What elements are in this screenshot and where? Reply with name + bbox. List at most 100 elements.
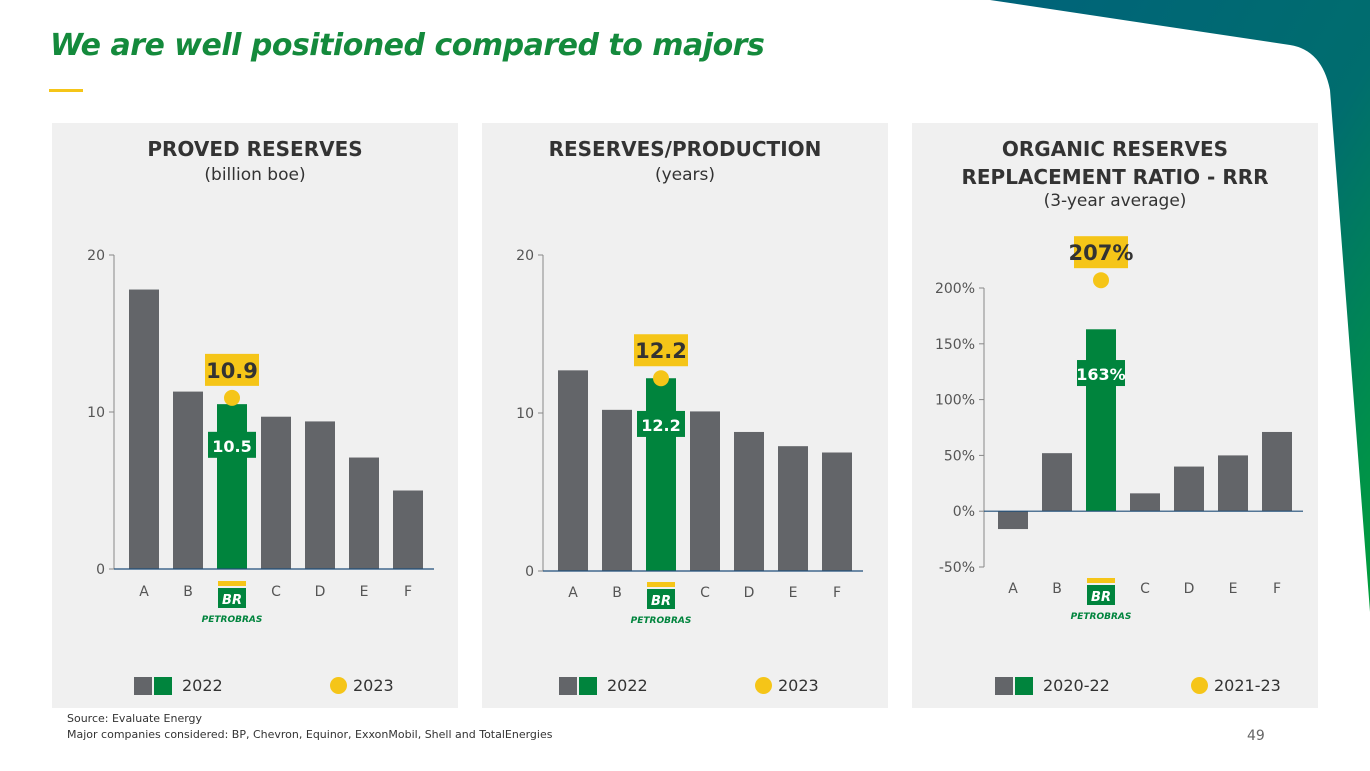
bar-f — [393, 490, 423, 569]
petrobras-wordmark: PETROBRAS — [631, 616, 692, 626]
y-tick-label: 0 — [525, 564, 534, 580]
legend-dot: 2023 — [755, 676, 819, 695]
bar-petrobras — [217, 404, 247, 569]
panel-subtitle: (3-year average) — [1043, 191, 1187, 211]
legend-dot-marker — [330, 677, 347, 694]
bar-c — [690, 411, 720, 571]
footer-note: Major companies considered: BP, Chevron,… — [67, 728, 553, 741]
petrobras-logo-text: BR — [1091, 590, 1111, 605]
bar-f — [822, 452, 852, 571]
petrobras-wordmark: PETROBRAS — [1071, 612, 1132, 622]
bar-a — [129, 289, 159, 569]
legend-grey-swatch — [134, 676, 152, 695]
x-tick-label: E — [1229, 581, 1238, 597]
panel-subtitle: (years) — [654, 165, 716, 185]
panel-proved-reserves: PROVED RESERVES (billion boe) 0 10 20 A B BR P… — [52, 123, 458, 708]
panel-rrr: ORGANIC RESERVES REPLACEMENT RATIO - RRR… — [912, 123, 1318, 708]
legend-grey-swatch — [559, 676, 577, 695]
title-underline — [49, 89, 83, 92]
highlight-dot — [1093, 272, 1109, 289]
panel-title-line-1: ORGANIC RESERVES — [1001, 137, 1229, 161]
petrobras-logo-text: BR — [222, 593, 242, 608]
bar-c — [1130, 493, 1160, 512]
petrobras-logo-stripe — [647, 582, 675, 587]
legend-dot-label: 2021-23 — [1214, 676, 1281, 695]
highlight-callout-label: 10.9 — [206, 359, 258, 383]
x-tick-label: C — [1140, 581, 1150, 597]
bar-b — [602, 409, 632, 571]
legend-bars-label: 2022 — [182, 676, 223, 695]
petrobras-logo-box — [1087, 585, 1115, 605]
footer-source: Source: Evaluate Energy — [67, 712, 203, 725]
petrobras-logo: BR PETROBRAS — [1071, 578, 1132, 622]
y-tick-label: 100% — [935, 393, 975, 409]
petrobras-logo-box — [647, 589, 675, 609]
y-tick-label: 200% — [935, 281, 975, 297]
legend-green-swatch — [154, 676, 172, 695]
highlight-dot — [224, 389, 240, 406]
highlight-callout-bg — [205, 353, 259, 386]
x-tick-label: D — [1184, 581, 1195, 597]
bar-e — [1218, 455, 1248, 512]
bar-value-label: 12.2 — [641, 416, 680, 435]
bar-petrobras — [646, 378, 676, 571]
page-number: 49 — [1247, 728, 1265, 744]
legend-dot-marker — [1191, 677, 1208, 694]
bar-d — [305, 421, 335, 569]
x-tick-label: B — [612, 585, 622, 601]
y-tick-label: -50% — [939, 560, 975, 576]
highlight-callout-label: 207% — [1069, 241, 1134, 265]
bar-d — [734, 431, 764, 571]
y-tick-label: 0 — [96, 562, 105, 578]
panel-subtitle: (billion boe) — [204, 165, 306, 185]
legend-dot-label: 2023 — [353, 676, 394, 695]
bar-e — [778, 446, 808, 571]
legend-green-swatch — [1015, 676, 1033, 695]
x-tick-label: F — [833, 585, 841, 601]
x-tick-label: A — [568, 585, 578, 601]
panel-title: RESERVES/PRODUCTION — [548, 137, 822, 161]
bar-b — [1042, 453, 1072, 512]
legend-dot-label: 2023 — [778, 676, 819, 695]
panel-title: PROVED RESERVES — [147, 137, 363, 161]
panel-title-line-2: REPLACEMENT RATIO - RRR — [961, 165, 1269, 189]
y-tick-label: 20 — [87, 248, 105, 264]
highlight-dot — [653, 370, 669, 387]
y-tick-label: 0% — [953, 504, 975, 520]
y-tick-label: 150% — [935, 337, 975, 353]
panel-reserves-production: RESERVES/PRODUCTION (years) 0 10 20 A B BR PET… — [482, 123, 888, 708]
bar-c — [261, 416, 291, 569]
x-tick-label: B — [183, 584, 193, 600]
x-tick-label: E — [360, 584, 369, 600]
highlight-callout-bg — [634, 334, 688, 367]
x-tick-label: D — [315, 584, 326, 600]
legend: 2020-22 — [995, 676, 1110, 695]
legend-dot: 2023 — [330, 676, 394, 695]
petrobras-logo: BR PETROBRAS — [202, 581, 262, 625]
bar-value-label-bg — [1077, 360, 1125, 387]
x-tick-label: A — [139, 584, 149, 600]
petrobras-logo-stripe — [218, 581, 246, 586]
y-tick-label: 10 — [87, 405, 105, 421]
x-tick-label: C — [700, 585, 710, 601]
bar-a — [558, 370, 588, 571]
petrobras-logo: BR PETROBRAS — [631, 582, 692, 626]
bar-value-label: 10.5 — [212, 437, 251, 456]
proved-reserves-chart: 0 10 20 A B BR PETROBRAS C D E F 10.5 10.9 — [87, 248, 434, 625]
highlight-callout-bg — [1074, 236, 1128, 269]
highlight-callout-label: 12.2 — [635, 339, 687, 363]
bar-f — [1262, 431, 1292, 512]
x-tick-label: D — [744, 585, 755, 601]
bar-petrobras — [1086, 329, 1116, 512]
x-tick-label: A — [1008, 581, 1018, 597]
petrobras-logo-stripe — [1087, 578, 1115, 583]
y-tick-label: 10 — [516, 406, 534, 422]
bar-d — [1174, 466, 1204, 512]
legend: 2022 — [559, 676, 648, 695]
legend-dot: 2021-23 — [1191, 676, 1281, 695]
bar-e — [349, 457, 379, 569]
petrobras-logo-box — [218, 588, 246, 608]
x-tick-label: C — [271, 584, 281, 600]
petrobras-logo-text: BR — [651, 594, 671, 609]
